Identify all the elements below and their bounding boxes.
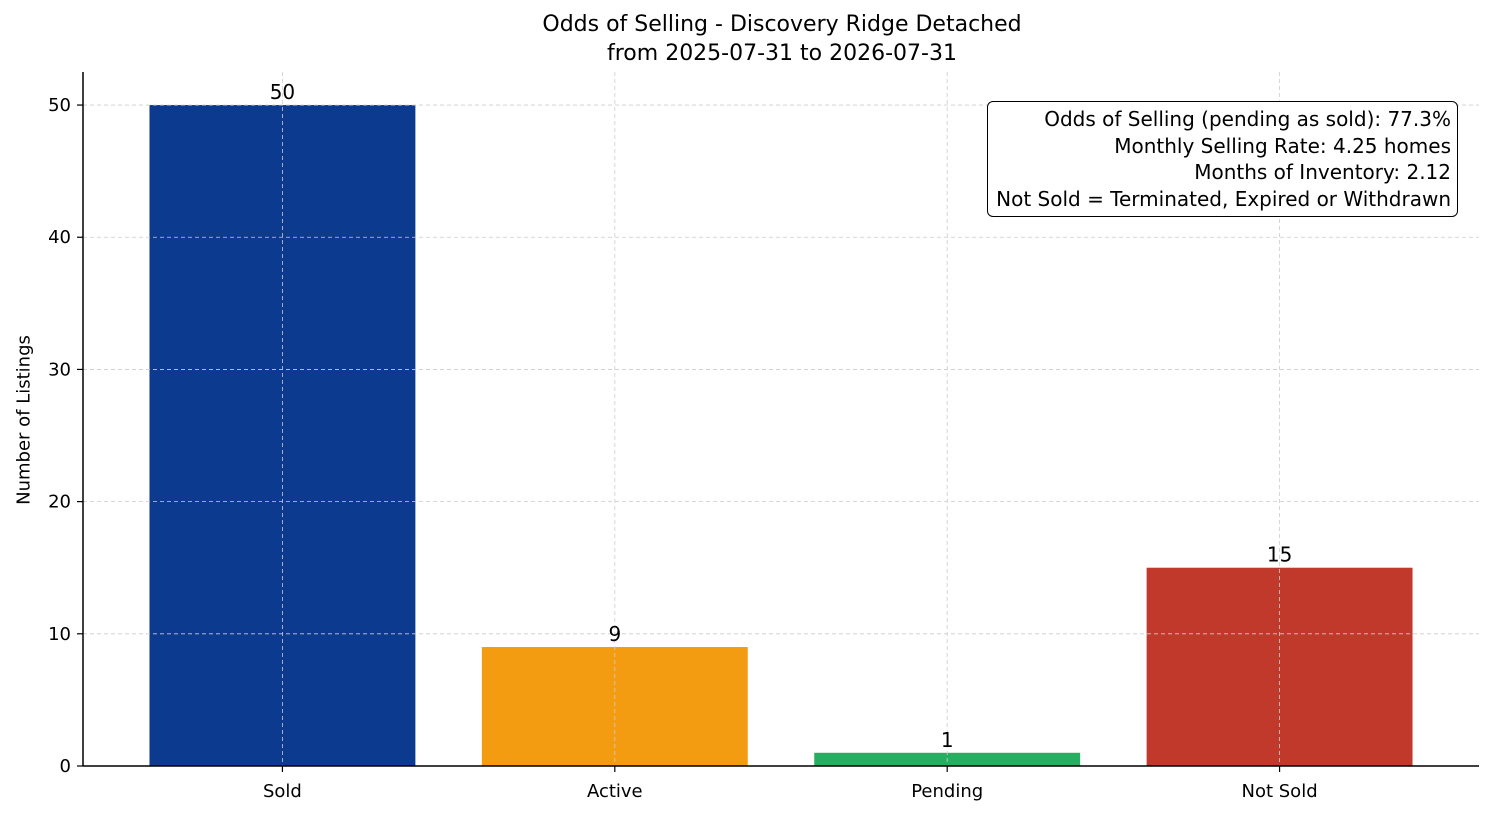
- x-tick-label: Sold: [263, 781, 302, 802]
- y-tick-label: 30: [48, 359, 71, 380]
- x-tick-label: Pending: [911, 781, 983, 802]
- data-label: 1: [941, 728, 954, 752]
- annotation-odds: Odds of Selling (pending as sold): 77.3%: [1044, 107, 1451, 131]
- data-label: 9: [608, 622, 621, 646]
- chart-subtitle: from 2025-07-31 to 2026-07-31: [607, 41, 957, 66]
- x-tick-label: Active: [587, 781, 643, 802]
- bar-active: [481, 647, 748, 766]
- y-tick-label: 20: [48, 492, 71, 513]
- annotation-selling-rate: Monthly Selling Rate: 4.25 homes: [1114, 133, 1451, 158]
- y-tick-label: 10: [48, 624, 71, 645]
- data-label: 50: [270, 80, 295, 104]
- stats-annotation-box: Odds of Selling (pending as sold): 77.3%…: [987, 101, 1458, 217]
- chart-title: Odds of Selling - Discovery Ridge Detach…: [542, 12, 1022, 37]
- data-label: 15: [1267, 543, 1292, 567]
- y-tick-label: 50: [48, 95, 71, 116]
- x-tick-label: Not Sold: [1242, 781, 1318, 802]
- annotation-not-sold-definition: Not Sold = Terminated, Expired or Withdr…: [996, 186, 1451, 211]
- annotation-months-inventory: Months of Inventory: 2.12: [1194, 160, 1451, 184]
- bar-sold: [149, 105, 416, 767]
- y-tick-label: 40: [48, 227, 71, 248]
- y-tick-label: 0: [60, 756, 71, 777]
